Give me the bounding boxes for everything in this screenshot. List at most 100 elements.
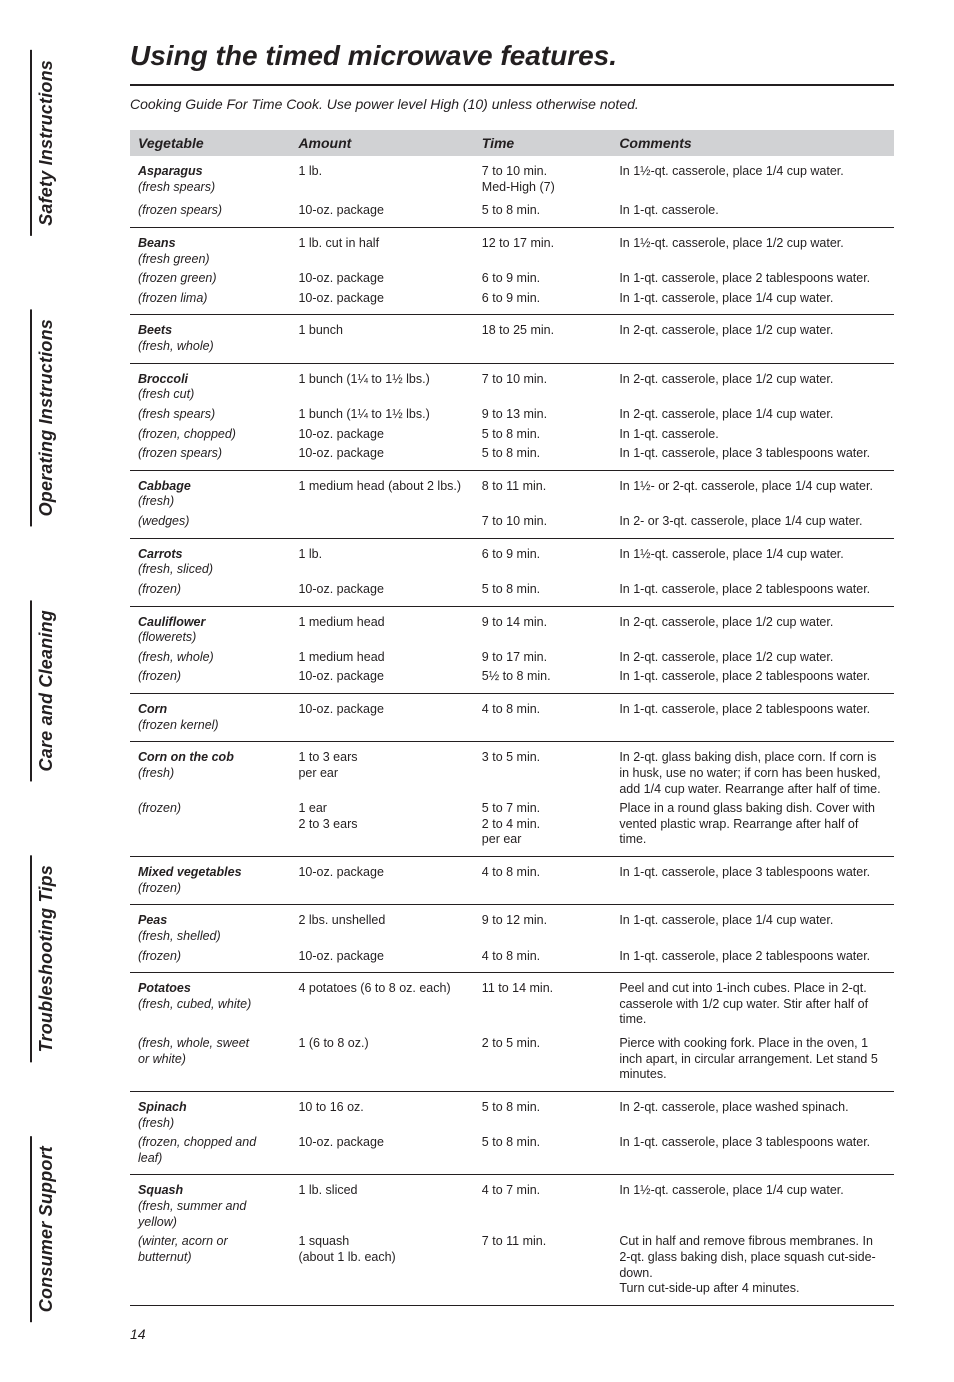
cell-vegetable: Asparagus(fresh spears): [130, 156, 290, 195]
cooking-guide-table: Vegetable Amount Time Comments Asparagus…: [130, 130, 894, 1306]
cell-vegetable: Corn(frozen kernel): [130, 694, 290, 742]
cell-vegetable: Beans(fresh green): [130, 227, 290, 267]
cell-comment: In 2-qt. casserole, place 1/2 cup water.: [611, 646, 894, 666]
side-tab: Consumer Support: [30, 1136, 61, 1322]
cell-time: 5 to 7 min.2 to 4 min.per ear: [474, 797, 612, 856]
table-row: (winter, acorn or butternut)1 squash(abo…: [130, 1230, 894, 1305]
cell-comment: In 1½-qt. casserole, place 1/2 cup water…: [611, 227, 894, 267]
table-row: (wedges) 7 to 10 min.In 2- or 3-qt. casse…: [130, 510, 894, 538]
side-navigation-rail: Safety InstructionsOperating Instruction…: [0, 0, 110, 1382]
cell-time: 6 to 9 min.: [474, 287, 612, 315]
page-content: Using the timed microwave features. Cook…: [110, 0, 954, 1382]
cell-amount: [290, 510, 473, 538]
table-row: (frozen spears)10-oz. package5 to 8 min.…: [130, 195, 894, 227]
cell-time: 2 to 5 min.: [474, 1028, 612, 1091]
cell-time: 9 to 13 min.: [474, 403, 612, 423]
cell-vegetable: Beets(fresh, whole): [130, 315, 290, 363]
cell-time: 5 to 8 min.: [474, 423, 612, 443]
table-row: (fresh, whole)1 medium head9 to 17 min.I…: [130, 646, 894, 666]
cell-time: 5 to 8 min.: [474, 195, 612, 227]
cell-amount: 1 lb. cut in half: [290, 227, 473, 267]
cell-vegetable: (wedges): [130, 510, 290, 538]
cell-amount: 10-oz. package: [290, 694, 473, 742]
table-row: Beans(fresh green)1 lb. cut in half12 to…: [130, 227, 894, 267]
cell-vegetable: Broccoli(fresh cut): [130, 363, 290, 403]
cell-time: 4 to 7 min.: [474, 1175, 612, 1230]
page-title: Using the timed microwave features.: [130, 40, 894, 72]
cell-time: 7 to 10 min.: [474, 510, 612, 538]
table-body: Asparagus(fresh spears)1 lb.7 to 10 min.…: [130, 156, 894, 1305]
cell-amount: 1 to 3 earsper ear: [290, 742, 473, 797]
cell-comment: In 1½-qt. casserole, place 1/4 cup water…: [611, 1175, 894, 1230]
cell-comment: In 1-qt. casserole, place 1/4 cup water.: [611, 905, 894, 945]
table-row: (frozen green)10-oz. package6 to 9 min.I…: [130, 267, 894, 287]
table-row: Carrots(fresh, sliced)1 lb.6 to 9 min.In…: [130, 538, 894, 578]
cell-vegetable: (frozen lima): [130, 287, 290, 315]
cell-vegetable: Squash(fresh, summer and yellow): [130, 1175, 290, 1230]
cell-amount: 10-oz. package: [290, 665, 473, 693]
cell-amount: 1 lb. sliced: [290, 1175, 473, 1230]
cell-time: 11 to 14 min.: [474, 973, 612, 1028]
cell-time: 9 to 14 min.: [474, 606, 612, 646]
table-row: (fresh, whole, sweetor white)1 (6 to 8 o…: [130, 1028, 894, 1091]
cell-vegetable: (frozen): [130, 665, 290, 693]
cell-comment: In 2-qt. glass baking dish, place corn. …: [611, 742, 894, 797]
cell-comment: In 1-qt. casserole.: [611, 195, 894, 227]
cell-amount: 10-oz. package: [290, 195, 473, 227]
cell-time: 8 to 11 min.: [474, 470, 612, 510]
cell-vegetable: Peas(fresh, shelled): [130, 905, 290, 945]
cell-comment: Cut in half and remove fibrous membranes…: [611, 1230, 894, 1305]
cell-comment: In 1-qt. casserole, place 2 tablespoons …: [611, 945, 894, 973]
cell-amount: 1 lb.: [290, 156, 473, 195]
cell-time: 7 to 10 min.: [474, 363, 612, 403]
cell-comment: Place in a round glass baking dish. Cove…: [611, 797, 894, 856]
cell-time: 5 to 8 min.: [474, 578, 612, 606]
cell-comment: In 1-qt. casserole, place 3 tablespoons …: [611, 1131, 894, 1175]
cell-amount: 4 potatoes (6 to 8 oz. each): [290, 973, 473, 1028]
table-row: Cabbage(fresh)1 medium head (about 2 lbs…: [130, 470, 894, 510]
cell-amount: 1 bunch (1¼ to 1½ lbs.): [290, 403, 473, 423]
table-row: (frozen)10-oz. package4 to 8 min.In 1-qt…: [130, 945, 894, 973]
cell-amount: 1 squash(about 1 lb. each): [290, 1230, 473, 1305]
col-amount: Amount: [290, 130, 473, 156]
cell-vegetable: Spinach(fresh): [130, 1091, 290, 1131]
table-row: Potatoes(fresh, cubed, white)4 potatoes …: [130, 973, 894, 1028]
cell-time: 6 to 9 min.: [474, 267, 612, 287]
cell-amount: 1 ear2 to 3 ears: [290, 797, 473, 856]
cell-vegetable: Corn on the cob(fresh): [130, 742, 290, 797]
cell-comment: In 2-qt. casserole, place washed spinach…: [611, 1091, 894, 1131]
cell-comment: In 1-qt. casserole, place 1/4 cup water.: [611, 287, 894, 315]
table-row: (frozen)10-oz. package5 to 8 min.In 1-qt…: [130, 578, 894, 606]
cell-amount: 10-oz. package: [290, 945, 473, 973]
side-tab: Care and Cleaning: [30, 600, 61, 781]
cell-amount: 10-oz. package: [290, 1131, 473, 1175]
cell-amount: 2 lbs. unshelled: [290, 905, 473, 945]
cell-comment: In 2-qt. casserole, place 1/4 cup water.: [611, 403, 894, 423]
col-vegetable: Vegetable: [130, 130, 290, 156]
cell-vegetable: (frozen): [130, 945, 290, 973]
side-tab: Operating Instructions: [30, 309, 61, 526]
cell-comment: In 2- or 3-qt. casserole, place 1/4 cup …: [611, 510, 894, 538]
cell-amount: 1 lb.: [290, 538, 473, 578]
table-row: Peas(fresh, shelled)2 lbs. unshelled9 to…: [130, 905, 894, 945]
cell-time: 4 to 8 min.: [474, 694, 612, 742]
table-row: (frozen lima)10-oz. package6 to 9 min.In…: [130, 287, 894, 315]
cell-comment: In 2-qt. casserole, place 1/2 cup water.: [611, 606, 894, 646]
cell-amount: 1 medium head: [290, 646, 473, 666]
col-time: Time: [474, 130, 612, 156]
cell-time: 5½ to 8 min.: [474, 665, 612, 693]
title-rule: [130, 84, 894, 86]
cell-amount: 10-oz. package: [290, 267, 473, 287]
cell-vegetable: Carrots(fresh, sliced): [130, 538, 290, 578]
table-row: Corn on the cob(fresh)1 to 3 earsper ear…: [130, 742, 894, 797]
cell-time: 6 to 9 min.: [474, 538, 612, 578]
cell-time: 5 to 8 min.: [474, 1131, 612, 1175]
cell-comment: In 1-qt. casserole, place 2 tablespoons …: [611, 267, 894, 287]
cell-comment: In 2-qt. casserole, place 1/2 cup water.: [611, 315, 894, 363]
cell-time: 4 to 8 min.: [474, 945, 612, 973]
cell-time: 7 to 11 min.: [474, 1230, 612, 1305]
table-row: Spinach(fresh)10 to 16 oz.5 to 8 min.In …: [130, 1091, 894, 1131]
table-row: Asparagus(fresh spears)1 lb.7 to 10 min.…: [130, 156, 894, 195]
cell-time: 9 to 12 min.: [474, 905, 612, 945]
cell-amount: 10-oz. package: [290, 578, 473, 606]
